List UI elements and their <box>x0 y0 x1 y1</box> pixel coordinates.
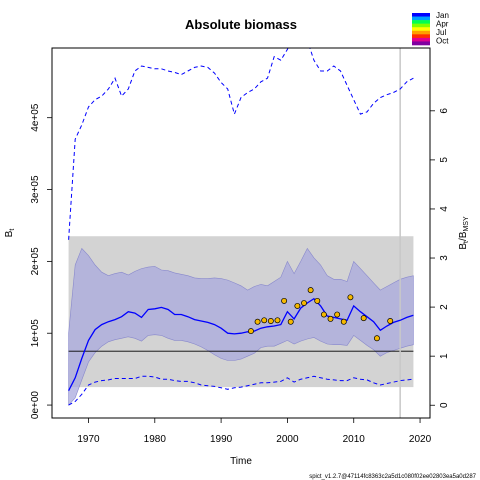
legend-label: Jul <box>436 28 446 37</box>
observation-point <box>347 294 354 301</box>
upper-dashed-line <box>68 48 414 240</box>
y-axis-left-label: Bt <box>4 229 16 238</box>
median-biomass-line <box>68 297 414 391</box>
legend-color-swatch <box>412 23 430 28</box>
legend-color-swatch <box>412 27 430 32</box>
y-right-tick-label: 6 <box>439 108 450 114</box>
y-left-tick-label: 0e+00 <box>30 391 41 420</box>
chart-title: Absolute biomass <box>185 17 297 32</box>
legend-color-swatch <box>412 13 430 17</box>
lower-dashed-line <box>68 375 414 406</box>
y-right-tick-label: 3 <box>439 255 450 261</box>
x-axis: 1970 1980 1990 2000 2010 2020 <box>77 418 432 445</box>
biomass-ci-band <box>68 247 414 406</box>
x-tick-label: 2010 <box>343 434 366 445</box>
plot-frame <box>51 47 431 419</box>
observation-point <box>314 297 321 304</box>
observation-point <box>307 287 314 294</box>
observation-point <box>340 318 347 325</box>
y-axis-right: 0 1 2 3 4 5 6 <box>430 108 450 408</box>
observation-point <box>267 318 274 324</box>
legend-label: Jan <box>436 11 449 20</box>
y-right-tick-label: 4 <box>439 206 450 212</box>
observation-point <box>387 318 394 324</box>
x-tick-label: 2000 <box>276 434 299 445</box>
y-right-tick-label: 1 <box>439 353 450 359</box>
y-axis-left: 0e+00 1e+05 2e+05 3e+05 4e+05 <box>30 103 52 419</box>
observation-point <box>373 335 380 342</box>
observation-point <box>360 315 367 322</box>
legend-color-swatch <box>412 34 430 39</box>
svg-text:Bt: Bt <box>4 229 16 238</box>
observation-point <box>247 328 254 335</box>
observation-point <box>261 317 268 324</box>
observation-point <box>334 311 341 318</box>
legend-color-swatch <box>412 16 430 21</box>
x-axis-label: Time <box>230 456 252 467</box>
legend-color-swatch <box>412 20 430 24</box>
legend-color-swatch <box>412 41 430 46</box>
observation-point <box>254 318 261 325</box>
y-axis-right-label: Bt/BMSY <box>458 216 470 250</box>
y-left-tick-label: 2e+05 <box>30 247 41 276</box>
legend-label: Apr <box>436 20 449 29</box>
y-left-tick-label: 4e+05 <box>30 103 41 132</box>
observation-point <box>281 297 288 304</box>
y-right-tick-label: 2 <box>439 304 450 310</box>
plot-area <box>68 48 414 418</box>
observation-point <box>287 318 294 325</box>
legend-label: Oct <box>436 37 449 46</box>
x-tick-label: 1990 <box>210 434 233 445</box>
y-right-tick-label: 5 <box>439 157 450 163</box>
observation-point <box>274 317 281 324</box>
x-tick-label: 1980 <box>144 434 167 445</box>
x-tick-label: 1970 <box>77 434 100 445</box>
observation-point <box>327 315 334 322</box>
observation-point <box>294 302 301 309</box>
observation-point <box>301 300 307 306</box>
y-left-tick-label: 3e+05 <box>30 175 41 204</box>
observation-point <box>320 311 327 318</box>
y-left-tick-label: 1e+05 <box>30 319 41 348</box>
footer-version: spict_v1.2.7@47114fc8363c2a5d1c080f02ee0… <box>309 474 476 480</box>
svg-text:Bt/BMSY: Bt/BMSY <box>458 216 470 250</box>
legend-color-swatch <box>412 30 430 35</box>
legend-color-swatch <box>412 37 430 42</box>
plot-content <box>68 48 414 418</box>
y-right-tick-label: 0 <box>439 402 450 408</box>
x-tick-label: 2020 <box>409 434 432 445</box>
